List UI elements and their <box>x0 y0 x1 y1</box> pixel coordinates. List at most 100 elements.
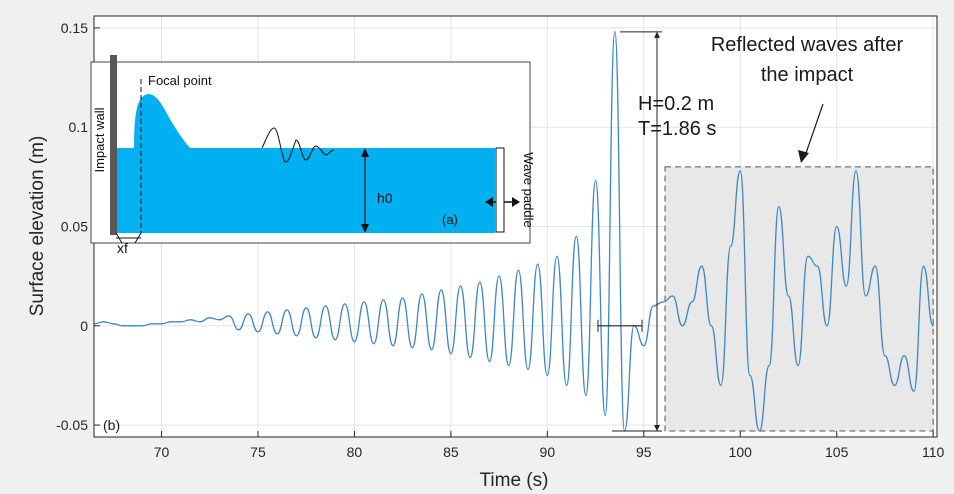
data-point <box>691 301 693 303</box>
series-line <box>93 31 934 432</box>
reflected-arrow-head <box>798 150 809 163</box>
data-point <box>652 305 655 307</box>
panel-label-a: (a) <box>442 212 458 227</box>
data-point <box>440 289 442 291</box>
data-point <box>575 235 577 238</box>
impact-wall-shape <box>110 55 117 235</box>
data-point <box>585 394 587 396</box>
x-tick-label: 70 <box>154 444 170 460</box>
data-point <box>411 347 413 349</box>
x-tick-label: 95 <box>636 444 652 460</box>
data-point <box>334 339 336 341</box>
paddle-arrow-right <box>512 197 520 207</box>
data-point <box>758 430 761 432</box>
reflected-label-line1: Reflected waves after <box>711 34 904 56</box>
data-point <box>662 301 664 303</box>
data-point <box>247 313 249 315</box>
y-tick-label: 0.05 <box>61 219 88 235</box>
data-point <box>199 321 201 323</box>
data-point <box>566 384 568 386</box>
data-point <box>749 374 751 377</box>
data-point <box>450 352 452 355</box>
data-point <box>594 180 597 182</box>
paddle-arrow-left <box>485 197 493 207</box>
reflected-region <box>664 166 934 432</box>
inset-wave-packet <box>261 127 335 163</box>
reflected-label-line2: the impact <box>761 64 854 86</box>
data-point <box>498 275 500 277</box>
data-point <box>836 225 838 228</box>
data-point <box>527 368 529 371</box>
panel-label-b: (b) <box>103 417 120 433</box>
data-point <box>720 384 722 386</box>
impact-wall-label: Impact wall <box>92 107 107 172</box>
data-point <box>276 333 278 335</box>
data-point <box>344 303 346 305</box>
data-point <box>932 325 934 327</box>
data-point <box>392 345 394 347</box>
data-point <box>257 331 259 333</box>
data-point <box>218 319 220 321</box>
x-axis-label: Time (s) <box>480 470 549 491</box>
data-point <box>479 281 481 283</box>
data-point <box>604 414 606 416</box>
data-point <box>546 374 548 377</box>
wave-paddle-label: Wave paddle <box>521 152 536 227</box>
data-point <box>228 315 230 317</box>
data-point <box>517 269 519 271</box>
wave-height-label: H=0.2 m <box>638 93 714 115</box>
data-point <box>180 321 182 323</box>
data-point <box>363 301 365 303</box>
annotation-group <box>597 31 662 432</box>
depth-arrow-bottom <box>361 224 369 233</box>
y-tick-label: 0.1 <box>69 119 89 135</box>
data-point <box>151 323 153 325</box>
inset-water <box>116 94 495 233</box>
data-point <box>855 170 857 172</box>
depth-label: h0 <box>377 190 393 206</box>
data-point <box>826 325 828 327</box>
reflected-arrow <box>804 103 824 157</box>
data-point <box>160 323 163 325</box>
data-point <box>778 206 780 208</box>
data-point <box>865 295 867 297</box>
data-point <box>402 297 404 299</box>
x-tick-label: 85 <box>443 444 459 460</box>
data-point <box>315 337 317 339</box>
data-point <box>614 31 616 33</box>
x-tick-label: 80 <box>347 444 363 460</box>
data-point <box>768 364 770 367</box>
data-point <box>295 335 298 337</box>
height-arrow-bottom <box>654 425 660 432</box>
data-point <box>324 305 327 307</box>
depth-arrow-top <box>361 148 369 157</box>
data-point <box>209 317 211 319</box>
data-point <box>373 343 375 345</box>
data-point <box>787 295 790 297</box>
data-point <box>238 329 240 331</box>
data-point <box>816 265 818 267</box>
data-point <box>131 325 134 327</box>
data-point <box>122 325 124 327</box>
height-arrow-top <box>654 31 660 38</box>
tick-group: 70 75 80 85 90 95 100 105 110 -0.05 0 0.05 0.1 0.15 <box>56 20 944 460</box>
data-point <box>556 255 558 257</box>
data-point <box>189 319 192 321</box>
data-point <box>267 311 269 313</box>
data-point <box>508 364 510 367</box>
data-point <box>286 309 288 311</box>
x-tick-label: 100 <box>729 444 753 460</box>
data-point <box>913 390 915 392</box>
data-point <box>797 364 799 367</box>
data-point <box>893 384 896 386</box>
wave-period-label: T=1.86 s <box>638 118 716 140</box>
inset-diagram: Focal point Impact wall Wave paddle h0 x… <box>90 55 536 256</box>
data-point <box>459 285 462 287</box>
data-point <box>469 356 471 359</box>
data-point <box>421 293 423 295</box>
data-point <box>430 349 433 351</box>
data-point <box>701 265 703 267</box>
reflected-waves-box <box>664 166 934 432</box>
data-point <box>643 345 645 347</box>
